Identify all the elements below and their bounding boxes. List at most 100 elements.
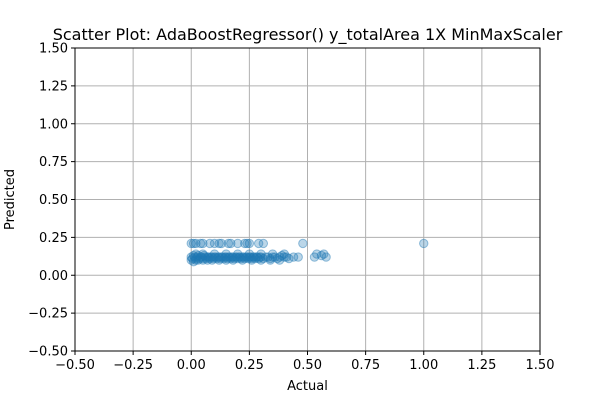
- scatter-point: [198, 249, 208, 259]
- scatter-point: [256, 249, 266, 259]
- scatter-point: [193, 250, 203, 261]
- scatter-point: [214, 252, 224, 262]
- scatter-point: [207, 255, 217, 265]
- x-tick-label: −0.25: [113, 358, 153, 373]
- scatter-point: [258, 253, 269, 264]
- scatter-point: [188, 250, 199, 261]
- scatter-point: [247, 255, 257, 265]
- x-tick-label: 0.75: [351, 358, 380, 373]
- y-tick-label: 0.50: [39, 193, 68, 208]
- scatter-point: [221, 252, 231, 262]
- scatter-point: [210, 252, 221, 262]
- scatter-point: [209, 249, 220, 259]
- data-points: [186, 238, 429, 267]
- scatter-point: [284, 253, 294, 264]
- scatter-point: [250, 253, 260, 264]
- scatter-point: [207, 252, 217, 262]
- scatter-point: [230, 252, 241, 262]
- scatter-point: [243, 253, 253, 264]
- scatter-point: [191, 255, 201, 265]
- chart-title: Scatter Plot: AdaBoostRegressor() y_tota…: [53, 25, 563, 45]
- scatter-point: [217, 252, 228, 262]
- scatter-point: [241, 252, 251, 262]
- scatter-point: [263, 252, 273, 262]
- scatter-point: [309, 252, 320, 262]
- scatter-point: [260, 252, 271, 262]
- scatter-point: [205, 253, 215, 264]
- scatter-point: [200, 252, 210, 262]
- axis-ticks: −0.50 −0.25 0.00 0.25 0.50 0.75 1.00 1.25 1.50 −0…: [28, 42, 554, 374]
- scatter-point: [191, 238, 201, 249]
- scatter-point: [213, 252, 223, 262]
- x-tick-label: 0.00: [177, 358, 206, 373]
- scatter-point: [228, 252, 238, 262]
- scatter-point: [216, 238, 227, 249]
- scatter-point: [221, 249, 231, 259]
- scatter-point: [186, 255, 196, 265]
- scatter-point: [227, 252, 237, 262]
- scatter-point: [199, 250, 209, 261]
- scatter-point: [251, 252, 262, 262]
- scatter-point: [265, 255, 275, 265]
- scatter-point: [256, 255, 266, 265]
- scatter-point: [198, 238, 208, 249]
- x-tick-label: 1.50: [526, 358, 555, 373]
- scatter-point: [245, 252, 256, 262]
- scatter-point: [193, 255, 203, 265]
- scatter-point: [244, 238, 255, 249]
- scatter-point: [206, 252, 216, 262]
- scatter-point: [419, 238, 429, 249]
- scatter-point: [216, 252, 227, 262]
- scatter-point: [194, 253, 205, 264]
- x-tick-label: −0.50: [55, 358, 95, 373]
- y-axis-label: Predicted: [3, 169, 18, 230]
- scatter-point: [244, 249, 255, 259]
- scatter-point: [321, 252, 331, 262]
- scatter-point: [265, 253, 275, 264]
- scatter-point: [255, 252, 265, 262]
- scatter-point: [219, 253, 229, 264]
- scatter-point: [228, 255, 238, 265]
- scatter-point: [220, 252, 230, 262]
- y-tick-label: 1.50: [39, 42, 68, 57]
- scatter-point: [201, 253, 212, 264]
- scatter-point: [319, 249, 329, 259]
- scatter-point: [258, 238, 269, 249]
- scatter-point: [223, 252, 234, 262]
- scatter-point: [195, 252, 206, 262]
- scatter-point: [222, 253, 232, 264]
- scatter-point: [226, 253, 236, 264]
- scatter-point: [209, 238, 220, 249]
- scatter-point: [279, 252, 289, 262]
- scatter-point: [223, 238, 234, 249]
- scatter-point: [214, 255, 224, 265]
- scatter-point: [238, 252, 249, 262]
- scatter-point: [215, 253, 226, 264]
- scatter-point: [208, 253, 219, 264]
- scatter-point: [202, 255, 213, 265]
- scatter-point: [236, 253, 246, 264]
- scatter-point: [229, 253, 239, 264]
- x-tick-label: 0.25: [235, 358, 264, 373]
- scatter-point: [198, 255, 208, 265]
- scatter-point: [221, 255, 231, 265]
- y-tick-label: −0.25: [28, 307, 68, 322]
- scatter-point: [231, 252, 242, 262]
- x-axis-label: Actual: [287, 379, 328, 394]
- scatter-point: [212, 253, 222, 264]
- scatter-point: [274, 255, 285, 265]
- scatter-point: [203, 252, 214, 262]
- y-tick-label: 1.25: [39, 79, 68, 94]
- scatter-point: [240, 238, 250, 249]
- scatter-point: [192, 252, 202, 262]
- scatter-point: [187, 253, 198, 264]
- scatter-point: [198, 253, 208, 264]
- scatter-point: [244, 252, 255, 262]
- scatter-point: [190, 252, 200, 262]
- scatter-point: [293, 252, 303, 262]
- scatter-point: [224, 252, 235, 262]
- scatter-point: [272, 253, 282, 264]
- scatter-point: [312, 249, 322, 259]
- scatter-point: [191, 249, 201, 259]
